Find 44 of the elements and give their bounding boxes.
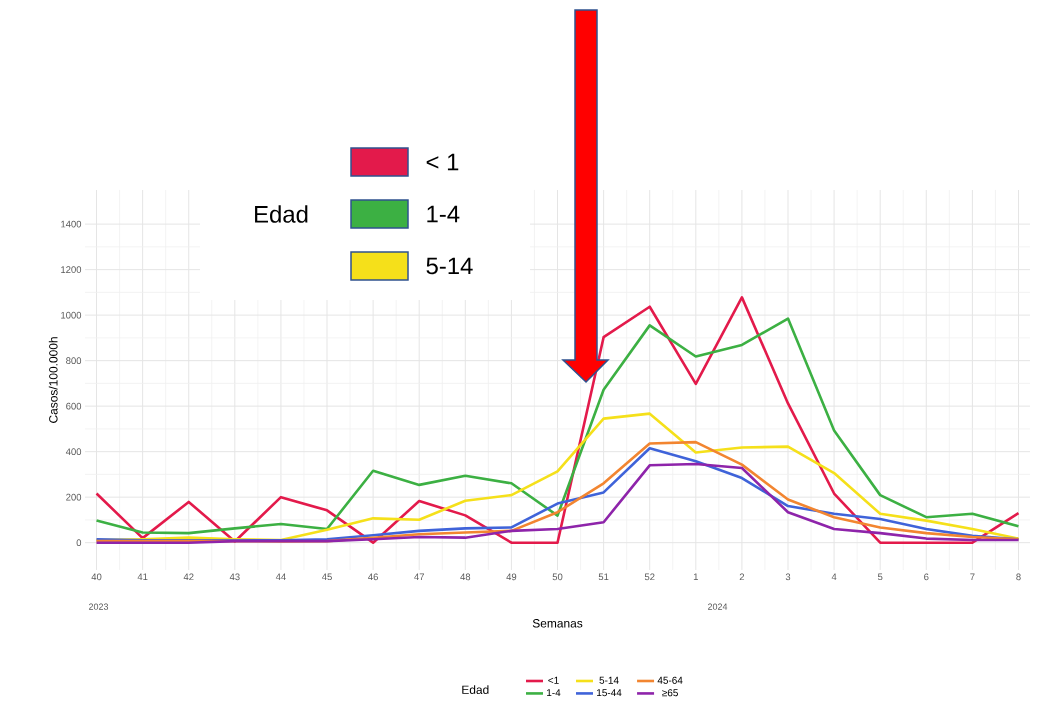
legend-label: 1-4 (547, 689, 561, 697)
y-tick-label: 400 (65, 448, 82, 456)
legend-label: <1 (548, 676, 559, 684)
y-tick-label: 1200 (61, 266, 82, 273)
x-tick-label: 52 (644, 573, 655, 581)
text: < 1 (426, 153, 459, 171)
x-tick-label: 48 (460, 573, 471, 581)
x-tick-label: 4 (831, 573, 837, 581)
x-tick-label: 49 (506, 573, 517, 581)
x-tick-label: 51 (598, 573, 609, 581)
text: Edad (462, 685, 489, 694)
y-axis-title: Casos/100.000h (48, 337, 58, 423)
y-tick-label: 200 (66, 493, 82, 501)
text: 2023 (88, 603, 109, 610)
y-tick-label: 600 (66, 402, 82, 410)
x-tick-label: 3 (785, 573, 791, 581)
x-tick-label: 46 (368, 573, 378, 581)
x-tick-label: 50 (552, 573, 563, 581)
x-tick-label: 6 (924, 573, 929, 581)
x-tick-label: 43 (229, 573, 240, 581)
x-tick-label: 44 (275, 573, 286, 581)
y-tick-label: 1400 (61, 220, 82, 228)
text: 2024 (707, 603, 728, 610)
x-tick-label: 7 (970, 573, 975, 581)
y-tick-label: 800 (66, 357, 82, 364)
legend-label: ≥65 (662, 689, 678, 697)
x-axis-title: Semanas (532, 619, 583, 628)
x-tick-label: 41 (137, 573, 148, 581)
annotation: 5-14 (426, 257, 473, 275)
y-tick-label: 0 (76, 539, 82, 547)
x-tick-label: 40 (91, 573, 102, 581)
y-tick-label: 1000 (61, 311, 82, 319)
x-tick-label: 47 (414, 573, 425, 581)
x-tick-label: 8 (1016, 573, 1021, 581)
legend-label: 5-14 (599, 676, 619, 684)
legend-label: 45-64 (657, 676, 683, 684)
annotation: 1-4 (427, 205, 460, 223)
x-tick-label: 42 (183, 573, 194, 581)
x-tick-label: 45 (321, 573, 332, 581)
legend-title: Edad (255, 205, 308, 223)
x-tick-label: 5 (877, 573, 883, 581)
legend-label: 15-44 (597, 689, 622, 697)
x-tick-label: 1 (693, 573, 698, 581)
x-tick-label: 2 (739, 573, 745, 581)
